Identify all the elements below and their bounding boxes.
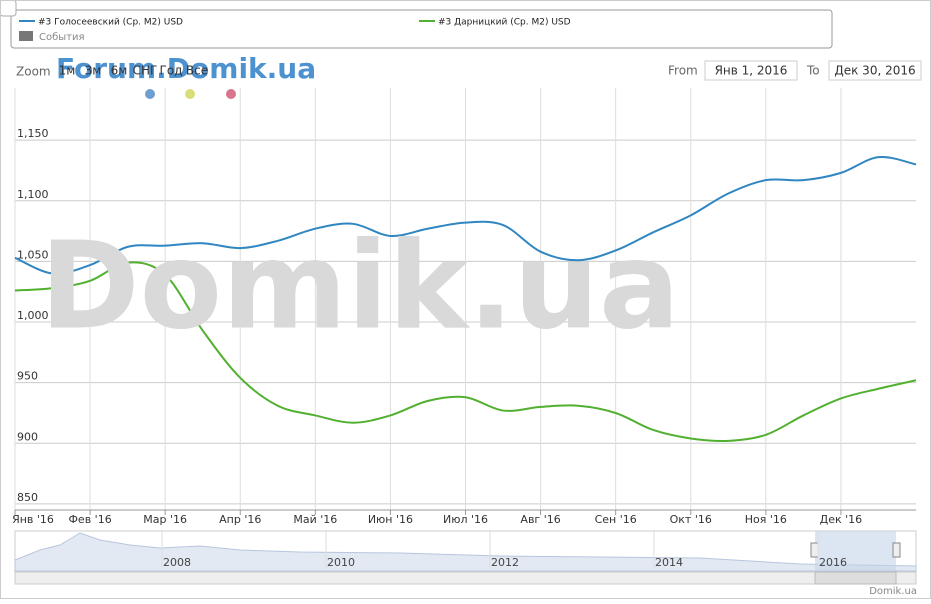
legend-box: [10, 9, 833, 49]
y-tick-label: 900: [17, 430, 38, 443]
x-tick-label: Май '16: [293, 513, 337, 526]
x-tick-label: Июн '16: [368, 513, 413, 526]
x-tick-label: Фев '16: [68, 513, 111, 526]
zoom-button[interactable]: Год: [160, 64, 183, 78]
legend-label[interactable]: #3 Голосеевский (Ср. М2) USD: [38, 18, 183, 28]
to-label: To: [806, 64, 820, 78]
event-flag[interactable]: [226, 89, 236, 99]
event-flag[interactable]: [185, 89, 195, 99]
navigator-handle[interactable]: [892, 542, 901, 558]
zoom-button[interactable]: СНГ: [133, 64, 158, 78]
zoom-button[interactable]: 3м: [85, 64, 102, 78]
series-line: [14, 261, 917, 443]
scrollbar-thumb[interactable]: [814, 571, 897, 585]
scrollbar[interactable]: [14, 571, 917, 585]
zoom-label: Zoom: [16, 65, 51, 79]
event-flag[interactable]: [145, 89, 155, 99]
zoom-button[interactable]: 6м: [111, 64, 128, 78]
from-date[interactable]: Янв 1, 2016: [715, 64, 788, 78]
x-tick-label: Июл '16: [443, 513, 488, 526]
y-tick-label: 950: [17, 370, 38, 383]
legend-label[interactable]: #3 Дарницкий (Ср. М2) USD: [438, 18, 571, 28]
series-line: [14, 155, 917, 275]
navigator-handle[interactable]: [810, 542, 819, 558]
navigator-year: 2014: [655, 556, 683, 569]
x-tick-label: Апр '16: [219, 513, 261, 526]
y-tick-label: 1,050: [17, 248, 49, 261]
y-tick-label: 1,150: [17, 127, 49, 140]
x-tick-label: Янв '16: [12, 513, 54, 526]
x-tick-label: Дек '16: [820, 513, 863, 526]
events-swatch: [19, 31, 33, 41]
from-input[interactable]: [704, 60, 798, 81]
x-tick-label: Авг '16: [520, 513, 560, 526]
plot: 850 900 950 1,000 1,050 1,100 1,150 Янв '16 Фев …: [12, 88, 917, 526]
x-tick-label: Окт '16: [670, 513, 712, 526]
y-tick-label: 1,000: [17, 309, 49, 322]
watermark: Domik.ua: [40, 218, 680, 357]
events-label: События: [39, 32, 85, 43]
forum-logo: Forum.Domik.ua: [56, 52, 316, 85]
from-label: From: [668, 64, 698, 78]
navigator-window[interactable]: [815, 531, 896, 571]
y-tick-label: 1,100: [17, 188, 49, 201]
navigator-year: 2012: [491, 556, 519, 569]
navigator-year: 2010: [327, 556, 355, 569]
corner-button[interactable]: [0, 0, 17, 17]
y-tick-label: 850: [17, 491, 38, 504]
credit[interactable]: Domik.ua: [869, 586, 917, 597]
x-tick-label: Ноя '16: [745, 513, 787, 526]
navigator-year: 2008: [163, 556, 191, 569]
to-input[interactable]: [828, 60, 922, 81]
x-tick-label: Мар '16: [143, 513, 187, 526]
x-tick-label: Сен '16: [595, 513, 637, 526]
navigator-year: 2016: [819, 556, 847, 569]
to-date[interactable]: Дек 30, 2016: [834, 64, 915, 78]
navigator-series: [14, 532, 917, 572]
zoom-button[interactable]: Все: [186, 64, 208, 78]
zoom-button[interactable]: 1м: [59, 64, 76, 78]
